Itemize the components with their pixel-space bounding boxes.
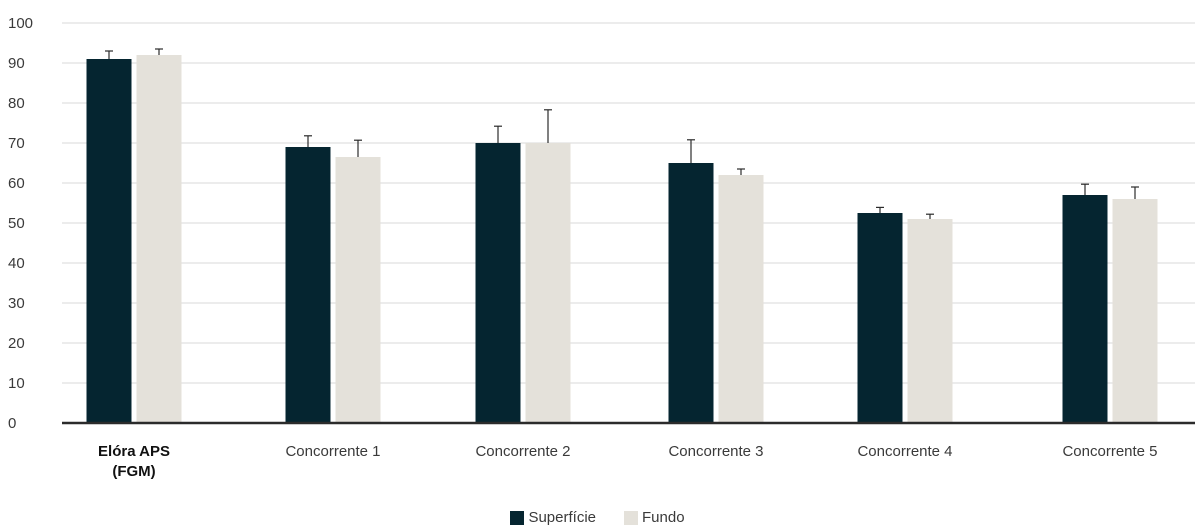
x-tick-label: Concorrente 5 — [1062, 443, 1157, 460]
bars — [86, 55, 1158, 423]
x-tick-label: Concorrente 4 — [857, 443, 952, 460]
y-tick-label: 90 — [8, 55, 25, 72]
y-tick-label: 50 — [8, 215, 25, 232]
y-tick-label: 60 — [8, 175, 25, 192]
legend-item-fundo: Fundo — [624, 509, 685, 526]
legend-swatch-fundo — [624, 510, 638, 525]
bar — [475, 143, 521, 423]
y-tick-label: 20 — [8, 335, 25, 352]
x-tick-label-line2: (FGM) — [112, 463, 155, 480]
y-tick-label: 40 — [8, 255, 25, 272]
y-axis: 0 10 20 30 40 50 60 70 80 90 100 — [8, 15, 33, 432]
bar — [1062, 195, 1108, 423]
y-tick-label: 0 — [8, 415, 16, 432]
legend: Superfície Fundo — [0, 508, 1195, 527]
gridlines — [62, 22, 1195, 384]
error-bars — [105, 48, 1139, 219]
x-tick-label: Concorrente 3 — [668, 443, 763, 460]
y-tick-label: 10 — [8, 375, 25, 392]
bar — [285, 147, 331, 423]
x-axis: Elóra APS (FGM) Concorrente 1 Concorrente 2… — [98, 443, 1158, 480]
bar — [668, 163, 714, 423]
bar — [136, 55, 182, 423]
y-tick-label: 30 — [8, 295, 25, 312]
legend-item-superficie: Superfície — [510, 509, 596, 526]
bar — [718, 175, 764, 423]
legend-swatch-superficie — [510, 510, 525, 525]
x-tick-label: Concorrente 1 — [285, 443, 380, 460]
bar — [335, 157, 381, 423]
bar — [857, 213, 903, 423]
x-tick-label: Elóra APS — [98, 443, 170, 460]
legend-label-fundo: Fundo — [642, 509, 685, 526]
x-tick-label: Concorrente 2 — [475, 443, 570, 460]
y-tick-label: 80 — [8, 95, 25, 112]
legend-label-superficie: Superfície — [528, 509, 596, 526]
bar — [86, 59, 132, 423]
y-tick-label: 100 — [8, 15, 33, 32]
bar-chart: 0 10 20 30 40 50 60 70 80 90 100 Elóra APS (FGM) Con… — [8, 15, 1195, 480]
bar — [907, 219, 953, 423]
bar — [525, 143, 571, 423]
y-tick-label: 70 — [8, 135, 25, 152]
bar — [1112, 199, 1158, 423]
